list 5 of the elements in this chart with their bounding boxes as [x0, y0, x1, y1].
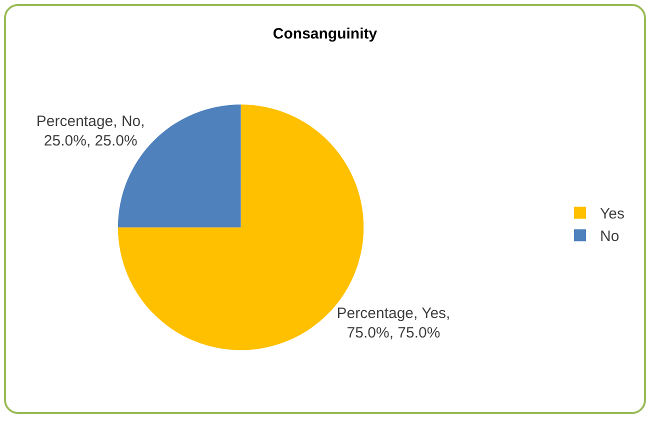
- legend-label: Yes: [600, 206, 624, 223]
- data-label: Percentage, Yes, 75.0%, 75.0%: [336, 305, 450, 342]
- data-label: Percentage, No, 25.0%, 25.0%: [36, 113, 145, 150]
- chart-title: Consanguinity: [272, 26, 378, 43]
- legend-label: No: [600, 228, 620, 246]
